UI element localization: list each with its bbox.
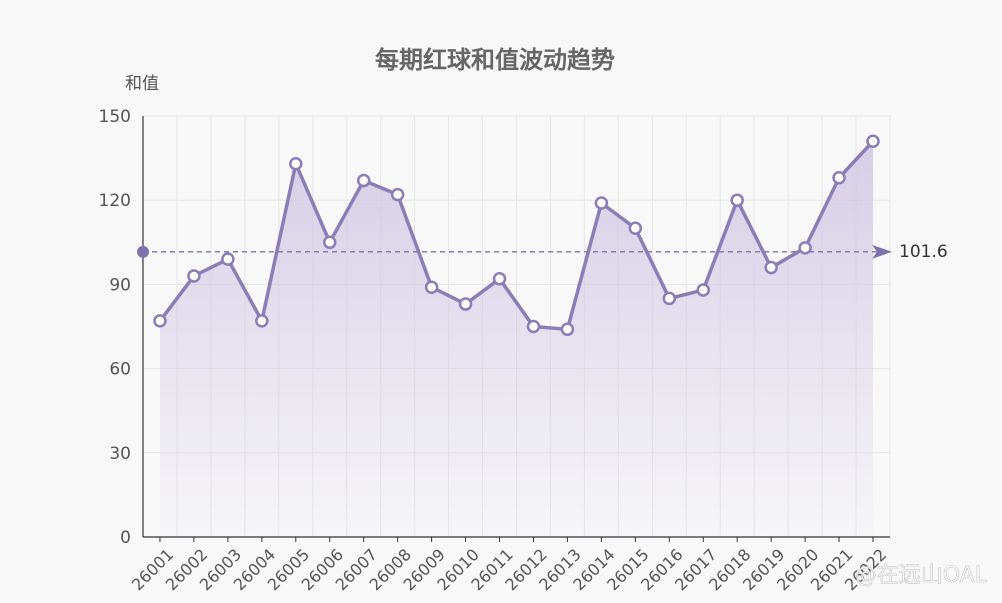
y-tick-label-5: 150 xyxy=(99,107,131,127)
y-tick-label-3: 90 xyxy=(109,275,131,295)
average-value-label: 101.6 xyxy=(899,242,948,262)
average-line-arrow xyxy=(872,244,892,259)
data-point-26016 xyxy=(662,291,677,306)
data-point-26007 xyxy=(356,173,371,188)
area-fill-path xyxy=(159,141,874,537)
data-point-26021 xyxy=(832,170,846,185)
data-point-26009 xyxy=(424,280,439,294)
data-point-26012 xyxy=(526,319,541,334)
data-point-26002 xyxy=(187,269,201,283)
axes xyxy=(142,116,890,538)
data-point-26014 xyxy=(594,196,609,210)
chart-title: 每期红球和值波动趋势 xyxy=(375,46,615,74)
data-point-26017 xyxy=(696,283,710,297)
data-point-26022 xyxy=(866,134,880,149)
data-point-26005 xyxy=(289,156,303,171)
x-ticks: 2600126002260032600426005260062600726008… xyxy=(128,537,890,594)
area-fill xyxy=(159,141,874,537)
data-point-26006 xyxy=(323,235,337,250)
data-point-26008 xyxy=(390,187,405,202)
y-tick-label-0: 0 xyxy=(120,528,131,548)
data-point-26020 xyxy=(798,241,812,255)
watermark-text: @在远山OAL xyxy=(855,563,988,588)
data-point-26004 xyxy=(255,314,269,328)
y-tick-label-2: 60 xyxy=(109,360,131,380)
data-point-26019 xyxy=(764,260,778,275)
series-line-group xyxy=(158,140,875,332)
data-point-26003 xyxy=(221,252,235,266)
data-point-26018 xyxy=(730,193,744,207)
y-tick-label-1: 30 xyxy=(109,444,131,464)
y-ticks: 0 30 60 90 120 150 xyxy=(99,107,131,548)
data-point-26011 xyxy=(492,272,507,286)
data-point-26010 xyxy=(458,297,473,311)
data-point-26001 xyxy=(153,314,167,328)
average-line-group: 101.6 xyxy=(137,242,948,262)
y-axis-label: 和值 xyxy=(125,74,159,94)
points-group xyxy=(153,134,880,337)
series-line xyxy=(158,140,875,332)
y-tick-label-4: 120 xyxy=(99,191,131,211)
data-point-26013 xyxy=(560,322,575,337)
data-point-26015 xyxy=(628,221,643,236)
